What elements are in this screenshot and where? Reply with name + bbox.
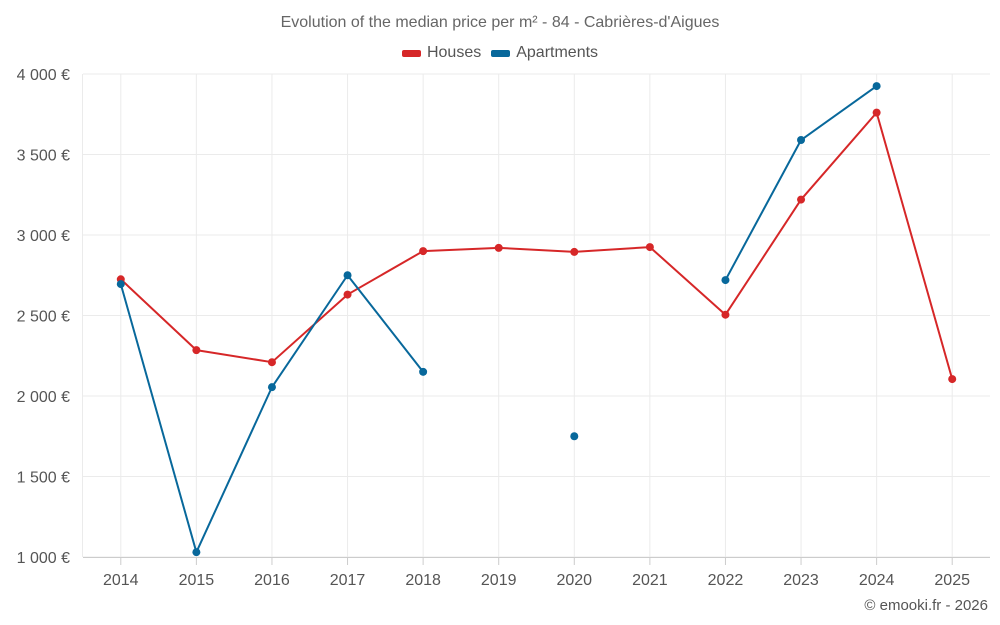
legend-label-apartments: Apartments	[516, 44, 599, 61]
y-tick-label: 1 000 €	[17, 550, 70, 567]
y-tick-label: 1 500 €	[17, 470, 70, 487]
data-point-apartments[interactable]	[872, 82, 881, 91]
x-tick-label: 2014	[103, 572, 139, 589]
data-point-apartments[interactable]	[797, 136, 806, 145]
x-tick-label: 2015	[179, 572, 215, 589]
x-tick-label: 2019	[481, 572, 517, 589]
data-point-houses[interactable]	[192, 346, 201, 355]
legend-swatch-apartments	[491, 49, 511, 57]
data-point-apartments[interactable]	[343, 271, 352, 280]
legend-label-houses: Houses	[426, 44, 482, 61]
x-tick-label: 2024	[859, 572, 895, 589]
data-point-apartments[interactable]	[192, 548, 201, 557]
x-tick-label: 2017	[330, 572, 366, 589]
x-tick-label: 2025	[934, 572, 970, 589]
data-point-houses[interactable]	[570, 247, 579, 256]
x-tick-label: 2016	[254, 572, 290, 589]
data-point-houses[interactable]	[872, 108, 881, 117]
y-tick-label: 4 000 €	[17, 67, 70, 84]
y-tick-label: 2 500 €	[17, 309, 70, 326]
y-tick-label: 3 000 €	[17, 228, 70, 245]
data-point-houses[interactable]	[419, 247, 428, 256]
credit-text: © emooki.fr - 2026	[864, 597, 988, 614]
data-point-houses[interactable]	[267, 358, 276, 367]
data-point-houses[interactable]	[343, 290, 352, 299]
x-tick-label: 2021	[632, 572, 668, 589]
data-point-houses[interactable]	[494, 243, 503, 252]
data-point-houses[interactable]	[797, 195, 806, 204]
data-point-apartments[interactable]	[267, 383, 276, 392]
data-point-houses[interactable]	[948, 375, 957, 384]
data-point-houses[interactable]	[721, 310, 730, 319]
data-point-apartments[interactable]	[419, 367, 428, 376]
data-point-houses[interactable]	[645, 243, 654, 252]
legend: Houses Apartments	[0, 44, 1000, 62]
data-point-apartments[interactable]	[116, 280, 125, 289]
legend-swatch-houses	[401, 49, 421, 57]
chart-title: Evolution of the median price per m² - 8…	[280, 14, 720, 31]
data-point-apartments[interactable]	[570, 432, 579, 441]
x-tick-label: 2020	[556, 572, 592, 589]
legend-item-houses[interactable]: Houses	[401, 44, 482, 62]
y-tick-label: 3 500 €	[17, 148, 70, 165]
series-line-houses	[120, 111, 954, 380]
x-tick-label: 2023	[783, 572, 819, 589]
data-point-apartments[interactable]	[721, 276, 730, 285]
x-tick-label: 2018	[405, 572, 441, 589]
y-tick-label: 2 000 €	[17, 389, 70, 406]
legend-item-apartments[interactable]: Apartments	[491, 44, 598, 62]
x-tick-label: 2022	[708, 572, 744, 589]
